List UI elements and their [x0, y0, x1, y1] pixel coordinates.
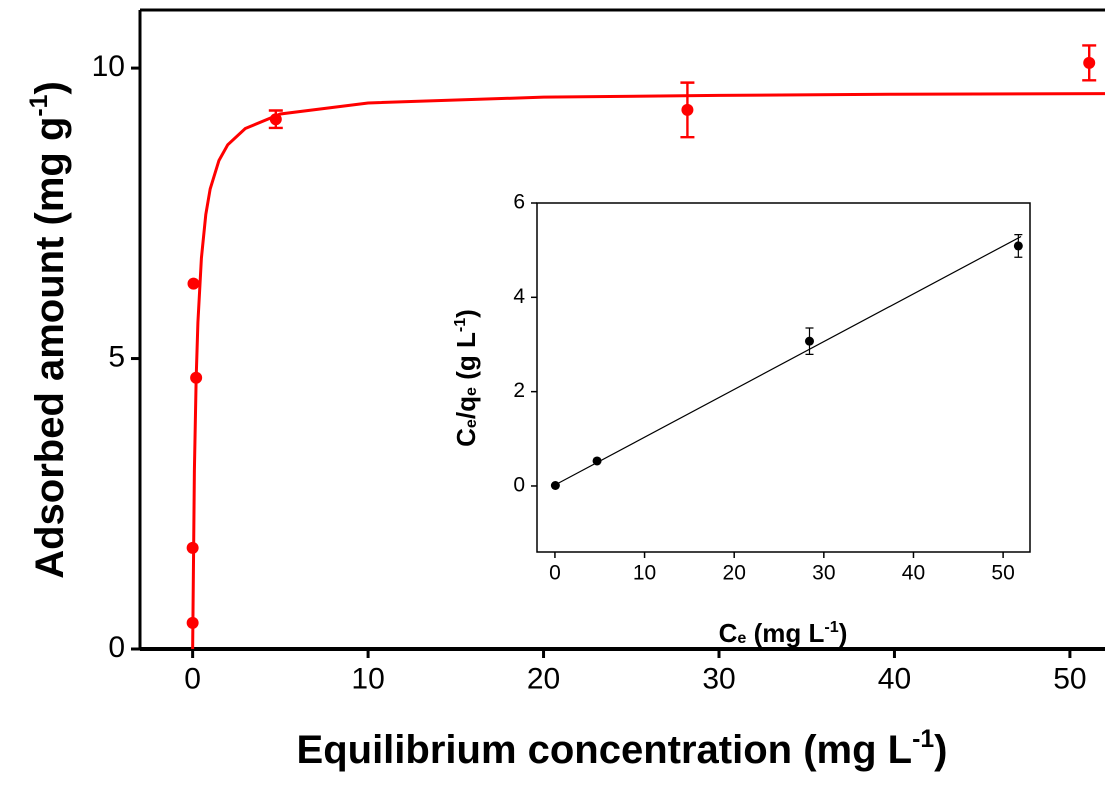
x-tick-label: 50 [1053, 662, 1086, 695]
x-tick-label: 0 [184, 662, 201, 695]
data-point [186, 541, 199, 554]
x-tick-label: 30 [702, 662, 735, 695]
label-part: ) [839, 618, 848, 648]
data-point [550, 481, 560, 491]
label-part: -1 [912, 726, 934, 753]
x-tick-label: 30 [812, 561, 835, 584]
label-part: e [462, 419, 480, 428]
data-point [187, 277, 200, 290]
label-part: e [737, 629, 746, 647]
fit-line [191, 92, 1105, 650]
x-axis-label: Equilibrium concentration (mg L-1) [297, 726, 948, 771]
y-tick-label: 0 [108, 631, 125, 664]
y-tick-label: 10 [92, 50, 125, 83]
data-point [1013, 241, 1023, 251]
label-part: ) [28, 81, 72, 94]
label-part: /q [451, 396, 481, 419]
label-part: -1 [451, 318, 469, 332]
data-point [186, 616, 199, 629]
label-part: C [451, 428, 481, 447]
data-point [592, 456, 602, 466]
label-part: ) [934, 728, 947, 772]
x-tick-label: 0 [549, 561, 561, 584]
label-part: ) [451, 309, 481, 318]
y-tick-label: 2 [513, 379, 525, 402]
x-axis-label: Ce (mg L-1) [719, 618, 848, 648]
y-axis-label: Ce/qe (g L-1) [451, 309, 481, 447]
x-tick-label: 40 [902, 561, 925, 584]
data-point [804, 336, 814, 346]
y-tick-label: 5 [108, 340, 125, 373]
x-tick-label: 10 [351, 662, 384, 695]
data-point [190, 371, 203, 384]
label-part: -1 [26, 94, 53, 116]
label-part: Adsorbed amount (mg g [28, 117, 72, 579]
y-tick-label: 6 [513, 191, 525, 214]
label-part: (mg L [746, 618, 824, 648]
y-tick-label: 0 [513, 474, 525, 497]
x-tick-label: 40 [878, 662, 911, 695]
label-part: (g L [451, 332, 481, 387]
y-tick-label: 4 [513, 285, 525, 308]
fit-line [554, 235, 1022, 486]
label-part: C [719, 618, 738, 648]
data-point [681, 103, 694, 116]
y-axis-label: Adsorbed amount (mg g-1) [26, 81, 71, 579]
label-part: e [462, 387, 480, 396]
x-tick-label: 50 [991, 561, 1014, 584]
x-tick-label: 20 [527, 662, 560, 695]
data-point [269, 113, 282, 126]
label-part: -1 [824, 618, 838, 636]
x-tick-label: 10 [633, 561, 656, 584]
data-point [1083, 56, 1096, 69]
x-tick-label: 20 [723, 561, 746, 584]
plot-area [536, 202, 1031, 553]
label-part: Equilibrium concentration (mg L [297, 728, 913, 772]
